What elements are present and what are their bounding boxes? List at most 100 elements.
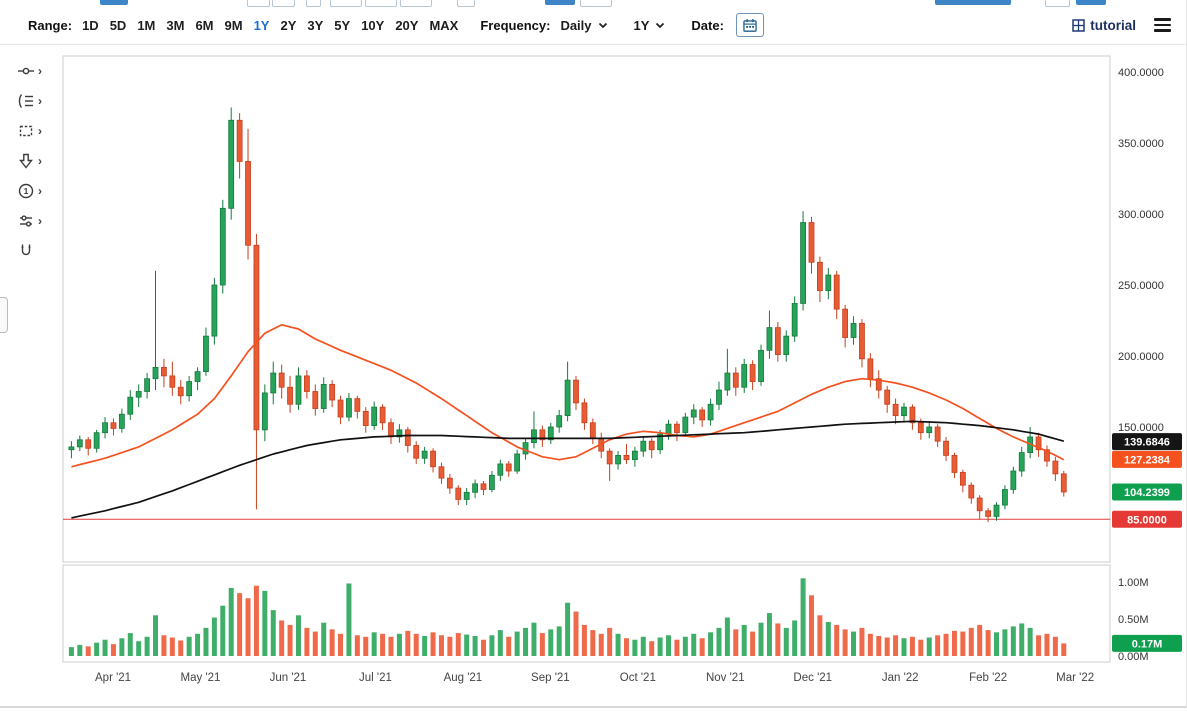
range-option-max[interactable]: MAX bbox=[429, 17, 459, 33]
volume-bar bbox=[102, 639, 108, 656]
chevron-right-icon: › bbox=[38, 183, 42, 198]
range-option-5d[interactable]: 5D bbox=[109, 17, 127, 33]
candle-body bbox=[581, 402, 588, 424]
clipped-control-fragment bbox=[1045, 0, 1070, 7]
arrow-tool-button[interactable]: › bbox=[17, 150, 42, 171]
volume-bar bbox=[110, 644, 116, 656]
range-option-10y[interactable]: 10Y bbox=[361, 17, 385, 33]
shape-tool-button[interactable]: › bbox=[17, 120, 42, 141]
volume-bar bbox=[893, 635, 899, 656]
volume-bar bbox=[472, 636, 478, 656]
volume-bar bbox=[489, 635, 495, 656]
candle-body bbox=[76, 439, 83, 448]
volume-axis-label: 0.00M bbox=[1118, 651, 1149, 663]
candle-body bbox=[93, 432, 100, 449]
range-option-20y[interactable]: 20Y bbox=[395, 17, 419, 33]
candle-body bbox=[169, 375, 176, 388]
candle-body bbox=[388, 422, 394, 438]
volume-bar bbox=[548, 629, 554, 656]
candle-body bbox=[480, 483, 487, 490]
candle-body bbox=[320, 383, 327, 409]
candle-body bbox=[724, 372, 731, 391]
candle-body bbox=[522, 442, 529, 455]
chevron-down-icon bbox=[598, 22, 607, 28]
range-option-1y[interactable]: 1Y bbox=[253, 17, 270, 33]
candle-body bbox=[194, 371, 201, 382]
volume-bar bbox=[136, 641, 142, 656]
candle-body bbox=[236, 119, 243, 162]
chart-canvas[interactable]: 400.0000 350.0000 300.0000 250.0000 200.0000… bbox=[0, 46, 1187, 708]
candle-body bbox=[665, 423, 672, 435]
candle-body bbox=[472, 483, 478, 493]
range-options: 1D 5D 1M 3M 6M 9M 1Y 2Y 3Y 5Y 10Y 20Y MAX bbox=[82, 18, 458, 33]
volume-bar bbox=[1027, 627, 1033, 656]
range-option-9m[interactable]: 9M bbox=[224, 17, 243, 33]
month-label: Aug '21 bbox=[444, 672, 483, 684]
candle-body bbox=[118, 413, 125, 429]
month-label: Jan '22 bbox=[882, 672, 919, 684]
chart-area[interactable]: 400.0000 350.0000 300.0000 250.0000 200.0000… bbox=[0, 46, 1187, 708]
chevron-right-icon: › bbox=[38, 153, 42, 168]
clipped-control-fragment bbox=[400, 0, 432, 7]
range-option-3y[interactable]: 3Y bbox=[307, 17, 324, 33]
candle-body bbox=[312, 391, 319, 409]
period-dropdown[interactable]: 1Y bbox=[634, 18, 666, 33]
magnet-tool-button[interactable] bbox=[17, 240, 42, 261]
volume-bar bbox=[1044, 633, 1050, 656]
candle-body bbox=[657, 433, 664, 451]
volume-bar bbox=[186, 636, 192, 656]
volume-bar bbox=[514, 631, 520, 656]
volume-badge bbox=[1112, 634, 1182, 652]
clipped-control-fragment bbox=[1076, 0, 1106, 5]
drawing-tools-sidebar: › › › › 1 › › bbox=[17, 60, 42, 261]
range-option-1m[interactable]: 1M bbox=[137, 17, 156, 33]
candle-body bbox=[219, 207, 226, 286]
candle-body bbox=[707, 403, 714, 421]
candle-body bbox=[556, 415, 563, 428]
range-option-6m[interactable]: 6M bbox=[195, 17, 214, 33]
volume-bar bbox=[85, 646, 91, 656]
candle-body bbox=[943, 440, 949, 456]
range-option-3m[interactable]: 3M bbox=[166, 17, 185, 33]
price-badge-text: 127.2384 bbox=[1124, 454, 1171, 466]
hamburger-menu-icon[interactable] bbox=[1152, 16, 1173, 34]
volume-bar bbox=[539, 633, 545, 656]
clipped-control-fragment bbox=[100, 0, 128, 5]
volume-bar bbox=[926, 637, 932, 656]
panel-collapse-handle[interactable] bbox=[0, 297, 8, 333]
candle-body bbox=[1060, 473, 1067, 493]
candle-body bbox=[547, 426, 554, 441]
price-pane[interactable] bbox=[62, 55, 1111, 563]
month-label: Sep '21 bbox=[531, 672, 570, 684]
range-option-2y[interactable]: 2Y bbox=[280, 17, 297, 33]
candle-body bbox=[1010, 470, 1017, 490]
candle-body bbox=[766, 327, 773, 351]
volume-bar bbox=[682, 636, 688, 656]
clipped-control-fragment bbox=[935, 0, 1011, 5]
tutorial-link[interactable]: tutorial bbox=[1072, 18, 1136, 33]
indicator-slider-tool-button[interactable]: › bbox=[17, 210, 42, 231]
trendline-tool-button[interactable]: › bbox=[17, 60, 42, 81]
volume-bar bbox=[346, 583, 352, 656]
range-option-1d[interactable]: 1D bbox=[82, 17, 99, 33]
pattern-tool-button[interactable]: › bbox=[17, 90, 42, 111]
volume-bar bbox=[607, 627, 613, 656]
volume-bar bbox=[380, 633, 386, 656]
annotation-counter-tool-button[interactable]: 1 › bbox=[17, 180, 42, 201]
frequency-dropdown[interactable]: Daily bbox=[560, 18, 607, 33]
candles bbox=[68, 107, 1067, 523]
candle-body bbox=[917, 422, 924, 434]
range-option-5y[interactable]: 5Y bbox=[334, 17, 351, 33]
candle-body bbox=[303, 375, 310, 392]
volume-bar bbox=[565, 602, 571, 656]
candle-body bbox=[884, 389, 891, 405]
candle-body bbox=[1002, 489, 1008, 506]
price-badge-text: 85.0000 bbox=[1127, 514, 1167, 526]
volume-bar bbox=[405, 630, 411, 656]
volume-bar bbox=[203, 627, 209, 656]
volume-bar bbox=[943, 633, 949, 656]
volume-bar bbox=[951, 630, 957, 656]
candle-body bbox=[741, 364, 748, 388]
volume-bar bbox=[708, 632, 714, 656]
date-picker-button[interactable] bbox=[735, 13, 764, 37]
